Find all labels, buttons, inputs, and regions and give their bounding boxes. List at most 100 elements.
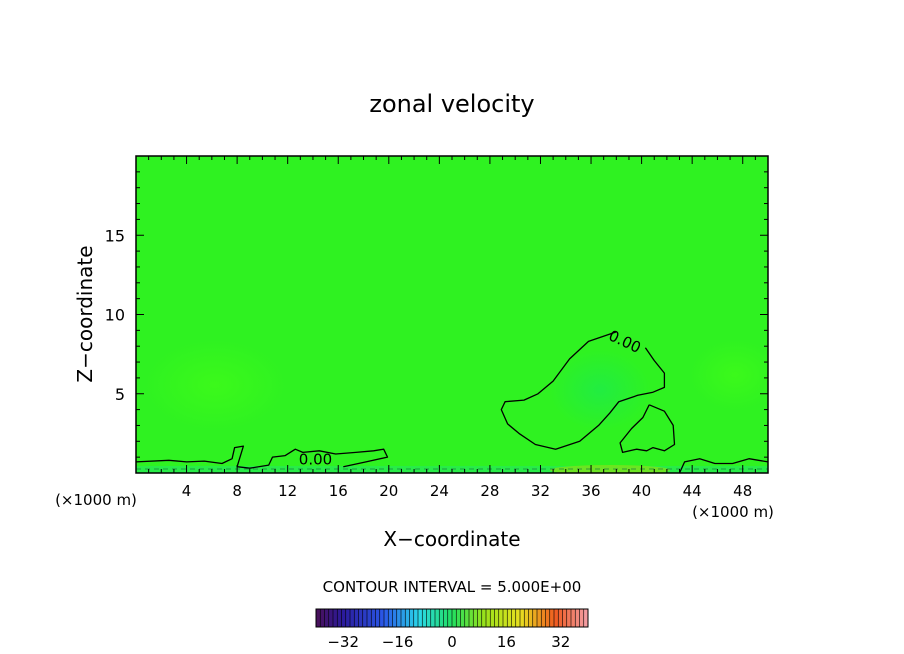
colorbar-cell bbox=[575, 609, 580, 627]
colorbar-cell bbox=[371, 609, 376, 627]
colorbar-cell bbox=[396, 609, 402, 627]
colorbar-cell bbox=[354, 609, 359, 627]
chart-title: zonal velocity bbox=[369, 90, 534, 118]
x-tick-label: 40 bbox=[632, 482, 651, 500]
y-tick-label: 10 bbox=[105, 306, 125, 325]
colorbar-cell bbox=[384, 609, 389, 627]
colorbar-cell bbox=[316, 609, 321, 627]
colorbar-cell bbox=[566, 609, 572, 627]
contour-label: 0.00 bbox=[299, 450, 332, 468]
colorbar-cell bbox=[541, 609, 546, 627]
x-tick-label: 44 bbox=[683, 482, 702, 500]
colorbar-cell bbox=[532, 609, 538, 627]
x-unit-left: (×1000 m) bbox=[55, 491, 137, 509]
colorbar-cell bbox=[503, 609, 508, 627]
x-tick-label: 36 bbox=[581, 482, 600, 500]
colorbar-cell bbox=[545, 609, 551, 627]
colorbar-cell bbox=[558, 609, 563, 627]
colorbar-cell bbox=[430, 609, 436, 627]
colorbar-cell bbox=[469, 609, 474, 627]
colorbar-cell bbox=[439, 609, 444, 627]
colorbar-cell bbox=[524, 609, 529, 627]
colorbar-cell bbox=[345, 609, 351, 627]
x-tick-label: 24 bbox=[430, 482, 449, 500]
colorbar-cell bbox=[554, 609, 559, 627]
colorbar-cell bbox=[486, 609, 491, 627]
colorbar-tick-label: 16 bbox=[497, 633, 516, 651]
colorbar-cell bbox=[367, 609, 372, 627]
colorbar-cell bbox=[520, 609, 525, 627]
contour-line bbox=[500, 331, 666, 450]
x-tick-label: 20 bbox=[379, 482, 398, 500]
colorbar-cell bbox=[426, 609, 432, 627]
colorbar-tick-labels: −32 −16 0 16 32 bbox=[327, 633, 570, 651]
x-tick-label: 4 bbox=[182, 482, 192, 500]
colorbar-cell bbox=[333, 609, 338, 627]
colorbar-cell bbox=[477, 609, 483, 627]
colorbar-cell bbox=[452, 609, 457, 627]
contour-line bbox=[619, 404, 676, 454]
colorbar-cell bbox=[537, 609, 542, 627]
colorbar-cell bbox=[481, 609, 487, 627]
colorbar-cell bbox=[583, 609, 589, 627]
colorbar-cell bbox=[418, 609, 423, 627]
colorbar-cell bbox=[435, 609, 440, 627]
colorbar-cell bbox=[324, 609, 330, 627]
colorbar-cell bbox=[447, 609, 453, 627]
colorbar-tick-label: 32 bbox=[551, 633, 570, 651]
colorbar-cell bbox=[337, 609, 342, 627]
colorbar-cell bbox=[473, 609, 478, 627]
colorbar-cell bbox=[515, 609, 521, 627]
colorbar-cell bbox=[528, 609, 534, 627]
y-axis-label: Z−coordinate bbox=[73, 245, 97, 382]
colorbar-cell bbox=[409, 609, 415, 627]
contour-line bbox=[136, 445, 389, 469]
colorbar-cell bbox=[422, 609, 427, 627]
colorbar-cell bbox=[443, 609, 449, 627]
colorbar-tick-label: −32 bbox=[327, 633, 359, 651]
y-tick-label: 15 bbox=[105, 226, 125, 245]
colorbar-cell bbox=[401, 609, 406, 627]
colorbar-cell bbox=[460, 609, 466, 627]
colorbar-cell bbox=[350, 609, 355, 627]
colorbar-cell bbox=[456, 609, 461, 627]
colorbar-cell bbox=[507, 609, 512, 627]
contour-line bbox=[678, 458, 768, 473]
x-tick-label: 28 bbox=[480, 482, 499, 500]
x-axis: 4 8 12 16 20 24 28 32 36 40 44 48 bbox=[148, 156, 756, 500]
x-axis-label: X−coordinate bbox=[383, 527, 520, 551]
colorbar-cell bbox=[549, 609, 555, 627]
colorbar-cell bbox=[375, 609, 381, 627]
colorbar bbox=[315, 608, 589, 628]
colorbar-cell bbox=[379, 609, 385, 627]
colorbar-cell bbox=[362, 609, 368, 627]
colorbar-cell bbox=[320, 609, 325, 627]
colorbar-cell bbox=[464, 609, 470, 627]
colorbar-cell bbox=[498, 609, 504, 627]
colorbar-cell bbox=[494, 609, 500, 627]
x-tick-label: 32 bbox=[531, 482, 550, 500]
colorbar-cell bbox=[571, 609, 576, 627]
x-tick-label: 16 bbox=[329, 482, 348, 500]
colorbar-cell bbox=[328, 609, 334, 627]
x-tick-label: 48 bbox=[733, 482, 752, 500]
colorbar-cell bbox=[358, 609, 364, 627]
colorbar-tick-label: 0 bbox=[447, 633, 457, 651]
x-tick-label: 12 bbox=[278, 482, 297, 500]
contour-interval-text: CONTOUR INTERVAL = 5.000E+00 bbox=[323, 578, 582, 596]
x-tick-label: 8 bbox=[232, 482, 242, 500]
colorbar-cell bbox=[579, 609, 585, 627]
colorbar-cell bbox=[392, 609, 398, 627]
colorbar-tick-label: −16 bbox=[382, 633, 414, 651]
colorbar-cell bbox=[511, 609, 517, 627]
colorbar-cell bbox=[405, 609, 410, 627]
y-tick-label: 5 bbox=[115, 385, 125, 404]
colorbar-cell bbox=[388, 609, 393, 627]
colorbar-cell bbox=[490, 609, 495, 627]
colorbar-frame bbox=[315, 608, 589, 628]
colorbar-cell bbox=[413, 609, 419, 627]
colorbar-cell bbox=[341, 609, 347, 627]
y-axis: 5 10 15 bbox=[105, 171, 768, 458]
colorbar-cell bbox=[562, 609, 568, 627]
